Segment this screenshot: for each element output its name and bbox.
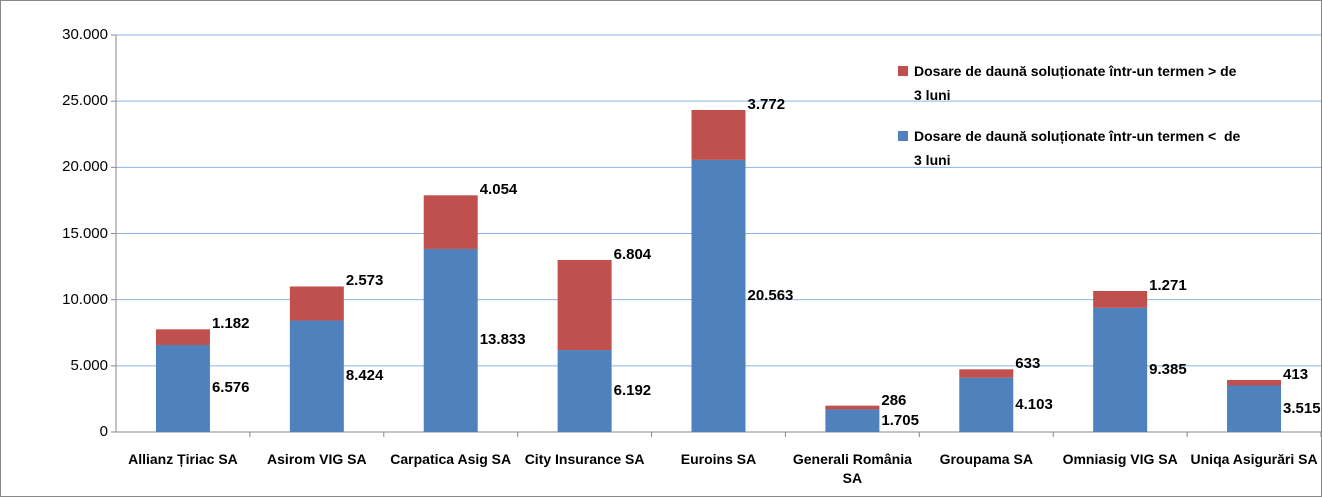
- data-label: 13.833: [479, 331, 526, 349]
- data-label: 633: [1015, 355, 1041, 373]
- bar-segment: [423, 195, 478, 249]
- x-tick-label: Omniasig VIG SA: [1062, 451, 1178, 467]
- y-tick-label: 0: [99, 423, 108, 440]
- bar-segment: [691, 109, 746, 160]
- data-label: 8.424: [345, 367, 384, 385]
- bar-segment: [557, 260, 612, 351]
- x-tick-label: Carpatica Asig SA: [390, 451, 512, 467]
- x-tick-label: Groupama SA: [939, 451, 1033, 467]
- bar-segment: [1227, 380, 1282, 386]
- data-label: 286: [881, 391, 907, 409]
- data-label: 4.103: [1015, 395, 1053, 413]
- data-label: 6.192: [613, 382, 652, 400]
- x-tick-label: Euroins SA: [680, 451, 757, 467]
- y-tick-label: 5.000: [70, 356, 108, 374]
- bar-segment: [959, 369, 1014, 378]
- bar-segment: [1093, 290, 1148, 308]
- bar-segment: [691, 159, 746, 432]
- data-label: 4.054: [479, 181, 518, 199]
- y-tick-label: 25.000: [62, 92, 108, 110]
- data-label: 1.705: [881, 411, 919, 429]
- data-label: 413: [1283, 366, 1309, 384]
- data-label: 2.573: [345, 272, 384, 290]
- bar-segment: [423, 248, 478, 432]
- y-tick-label: 10.000: [62, 290, 108, 308]
- bar-segment: [825, 409, 880, 432]
- data-label: 3.515: [1283, 399, 1321, 417]
- bar-segment: [289, 286, 344, 321]
- legend-swatch: [898, 66, 908, 76]
- bar-segment: [1093, 307, 1148, 432]
- y-tick-label: 20.000: [62, 158, 108, 176]
- legend-label: Dosare de daună soluționate într-un term…: [914, 128, 1245, 168]
- data-label: 6.804: [613, 246, 652, 264]
- bar-segment: [155, 344, 210, 432]
- legend-swatch: [898, 131, 908, 141]
- bar-segment: [959, 377, 1014, 432]
- data-label: 1.271: [1149, 276, 1187, 294]
- data-label: 9.385: [1149, 360, 1187, 378]
- bar-segment: [155, 329, 210, 345]
- x-tick-label: City Insurance SA: [524, 451, 645, 467]
- x-tick-label: Allianz Țiriac SA: [128, 451, 238, 467]
- x-tick-label: Generali România SA: [792, 451, 912, 486]
- bar-segment: [289, 320, 344, 432]
- data-label: 1.182: [211, 315, 250, 333]
- data-label: 20.563: [747, 286, 794, 304]
- data-label: 3.772: [747, 95, 786, 113]
- x-tick-label: Asirom VIG SA: [267, 451, 367, 467]
- y-tick-label: 30.000: [62, 26, 108, 43]
- x-tick-label: Uniqa Asigurări SA: [1190, 451, 1318, 467]
- bar-segment: [557, 350, 612, 432]
- data-label: 6.576: [211, 379, 250, 397]
- bar-segment: [1227, 385, 1282, 432]
- bar-segment: [825, 405, 880, 410]
- y-tick-label: 15.000: [62, 224, 108, 242]
- legend-label: Dosare de daună soluționate într-un term…: [914, 63, 1241, 103]
